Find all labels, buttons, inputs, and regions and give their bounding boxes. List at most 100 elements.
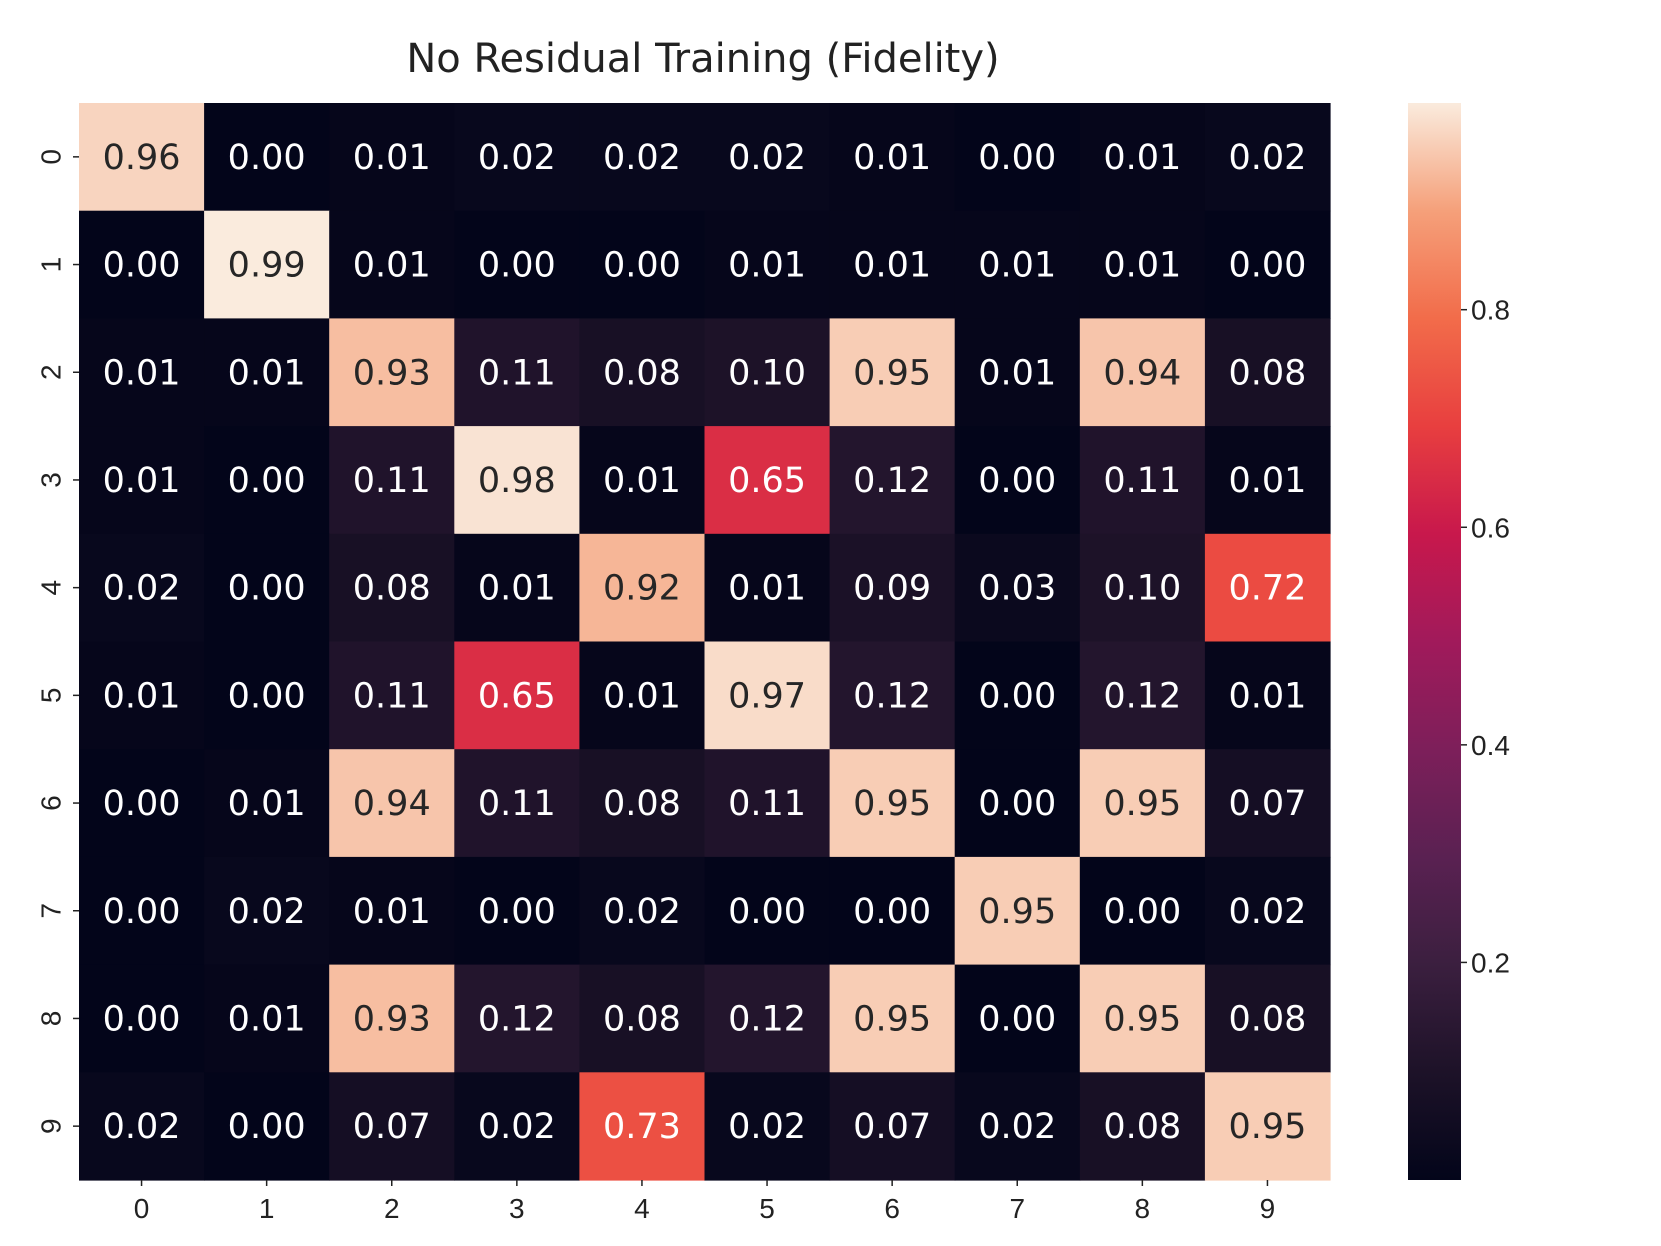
cell-value-label-r4-c2: 0.08 — [353, 569, 431, 609]
cell-value-label-r6-c3: 0.11 — [478, 784, 556, 824]
cell-value-label-r9-c6: 0.07 — [853, 1107, 931, 1147]
colorbar-ticks: 0.2 0.4 0.6 0.8 — [1461, 295, 1510, 978]
cell-value-label-r3-c2: 0.11 — [353, 461, 431, 501]
heatmap-cell-r9-c4 — [579, 1072, 706, 1181]
cell-value-label-r4-c1: 0.00 — [228, 569, 306, 609]
cell-value-label-r3-c5: 0.65 — [728, 461, 806, 501]
heatmap-cell-r7-c0 — [79, 856, 205, 966]
cell-value-label-r2-c8: 0.94 — [1103, 353, 1181, 393]
cell-value-label-r3-c9: 0.01 — [1228, 461, 1306, 501]
heatmap-cell-r1-c4 — [579, 210, 706, 319]
cell-value-label-r1-c0: 0.00 — [103, 246, 181, 286]
cell-value-label-r5-c7: 0.00 — [978, 676, 1056, 716]
heatmap-cell-r5-c0 — [79, 641, 205, 750]
heatmap-cell-r4-c5 — [704, 533, 831, 643]
cell-value-label-r1-c1: 0.99 — [228, 246, 306, 286]
heatmap-cell-labels: 0.96 0.00 0.01 0.02 0.02 0.02 0.01 0.00 0.01 0.02… — [103, 138, 1307, 1147]
heatmap-cell-r8-c0 — [79, 964, 205, 1073]
heatmap-cell-r2-c8 — [1079, 318, 1206, 427]
cell-value-label-r1-c3: 0.00 — [478, 246, 556, 286]
heatmap-cell-r5-c6 — [829, 641, 956, 750]
cell-value-label-r2-c6: 0.95 — [853, 353, 931, 393]
heatmap-cell-r0-c6 — [829, 103, 956, 212]
cell-value-label-r8-c2: 0.93 — [353, 999, 431, 1039]
cell-value-label-r7-c2: 0.01 — [353, 892, 431, 932]
y-tick-label-8: 8 — [36, 1011, 67, 1027]
cell-value-label-r9-c0: 0.02 — [103, 1107, 181, 1147]
heatmap-cell-r4-c1 — [204, 533, 330, 643]
x-tick-label-8: 8 — [1135, 1193, 1151, 1224]
heatmap-cell-r5-c8 — [1079, 641, 1206, 750]
heatmap-cell-r8-c1 — [204, 964, 330, 1073]
cell-value-label-r5-c4: 0.01 — [603, 676, 681, 716]
heatmap-cell-r6-c3 — [454, 749, 580, 858]
cell-value-label-r8-c3: 0.12 — [478, 999, 556, 1039]
heatmap-cell-r9-c0 — [79, 1072, 205, 1181]
heatmap-cell-r3-c2 — [329, 426, 455, 535]
cell-value-label-r7-c4: 0.02 — [603, 892, 681, 932]
heatmap-cell-r1-c5 — [704, 210, 831, 319]
x-tick-label-6: 6 — [884, 1193, 900, 1224]
heatmap-cell-r6-c8 — [1079, 749, 1206, 858]
cell-value-label-r1-c6: 0.01 — [853, 246, 931, 286]
heatmap-cell-r3-c3 — [454, 426, 580, 535]
heatmap-cell-r8-c6 — [829, 964, 956, 1073]
cell-value-label-r8-c8: 0.95 — [1103, 999, 1181, 1039]
heatmap-cell-r7-c4 — [579, 856, 706, 966]
heatmap-cell-r9-c6 — [829, 1072, 956, 1181]
cell-value-label-r2-c2: 0.93 — [353, 353, 431, 393]
heatmap-cell-r3-c8 — [1079, 426, 1206, 535]
heatmap-cell-r1-c8 — [1079, 210, 1206, 319]
cell-value-label-r3-c0: 0.01 — [103, 461, 181, 501]
cell-value-label-r4-c6: 0.09 — [853, 569, 931, 609]
heatmap-cell-r5-c1 — [204, 641, 330, 750]
cell-value-label-r2-c0: 0.01 — [103, 353, 181, 393]
cell-value-label-r9-c9: 0.95 — [1228, 1107, 1306, 1147]
heatmap-cell-r1-c6 — [829, 210, 956, 319]
cell-value-label-r3-c4: 0.01 — [603, 461, 681, 501]
cell-value-label-r7-c3: 0.00 — [478, 892, 556, 932]
heatmap-cell-r9-c9 — [1204, 1072, 1331, 1181]
heatmap-cell-r1-c2 — [329, 210, 455, 319]
y-tick-label-0: 0 — [36, 149, 67, 165]
cell-value-label-r9-c3: 0.02 — [478, 1107, 556, 1147]
heatmap-cell-r1-c9 — [1204, 210, 1331, 319]
heatmap-cell-r5-c9 — [1204, 641, 1331, 750]
heatmap-cell-r8-c3 — [454, 964, 580, 1073]
cell-value-label-r0-c4: 0.02 — [603, 138, 681, 178]
cell-value-label-r7-c7: 0.95 — [978, 892, 1056, 932]
colorbar-tick-label-3: 0.8 — [1471, 295, 1510, 326]
cell-value-label-r3-c3: 0.98 — [478, 461, 556, 501]
heatmap-cell-r0-c4 — [579, 103, 706, 212]
cell-value-label-r7-c5: 0.00 — [728, 892, 806, 932]
cell-value-label-r7-c6: 0.00 — [853, 892, 931, 932]
heatmap-cell-r4-c9 — [1204, 533, 1331, 643]
cell-value-label-r8-c6: 0.95 — [853, 999, 931, 1039]
cell-value-label-r0-c6: 0.01 — [853, 138, 931, 178]
y-tick-label-2: 2 — [36, 364, 67, 380]
cell-value-label-r7-c8: 0.00 — [1103, 892, 1181, 932]
cell-value-label-r4-c0: 0.02 — [103, 569, 181, 609]
heatmap-cell-r3-c9 — [1204, 426, 1331, 535]
cell-value-label-r1-c4: 0.00 — [603, 246, 681, 286]
x-tick-label-3: 3 — [509, 1193, 525, 1224]
heatmap-cell-r3-c7 — [954, 426, 1081, 535]
cell-value-label-r6-c8: 0.95 — [1103, 784, 1181, 824]
heatmap-cell-r7-c8 — [1079, 856, 1206, 966]
heatmap-cell-r0-c7 — [954, 103, 1081, 212]
y-tick-label-1: 1 — [36, 257, 67, 273]
heatmap-cell-r2-c5 — [704, 318, 831, 427]
heatmap-cell-r8-c5 — [704, 964, 831, 1073]
cell-value-label-r6-c5: 0.11 — [728, 784, 806, 824]
cell-value-label-r9-c8: 0.08 — [1103, 1107, 1181, 1147]
heatmap-cell-r4-c2 — [329, 533, 455, 643]
cell-value-label-r0-c2: 0.01 — [353, 138, 431, 178]
heatmap-cell-r7-c2 — [329, 856, 455, 966]
heatmap-cell-r0-c5 — [704, 103, 831, 212]
cell-value-label-r1-c8: 0.01 — [1103, 246, 1181, 286]
cell-value-label-r4-c7: 0.03 — [978, 569, 1056, 609]
cell-value-label-r0-c8: 0.01 — [1103, 138, 1181, 178]
x-tick-label-9: 9 — [1260, 1193, 1276, 1224]
heatmap-cell-r4-c8 — [1079, 533, 1206, 643]
